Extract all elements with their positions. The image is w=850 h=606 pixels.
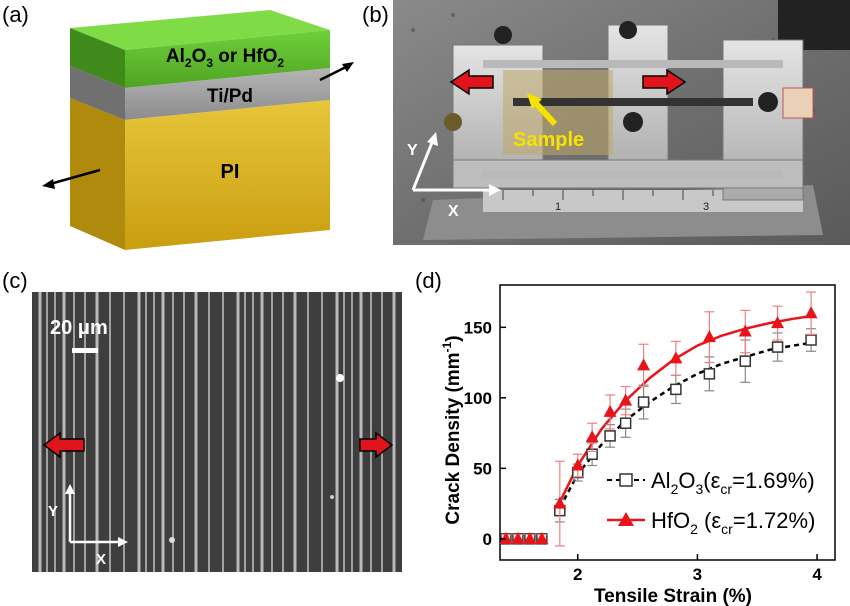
side-bottom xyxy=(70,98,125,250)
layer-stack-diagram: Al2O3 or HfO2 Ti/Pd PI xyxy=(42,10,354,250)
data-point-hfo2 xyxy=(738,324,752,337)
data-point-al2o3 xyxy=(771,341,784,353)
scale-bar-label: 20 μm xyxy=(50,317,108,339)
y-tick-label: 0 xyxy=(483,530,492,549)
sem-micrograph: 20 μm Y X xyxy=(32,292,402,572)
data-point-hfo2 xyxy=(523,531,537,544)
plot-area xyxy=(499,284,836,561)
data-point-hfo2 xyxy=(535,531,549,544)
layer-middle-label: Ti/Pd xyxy=(207,86,253,107)
side-top xyxy=(70,28,125,88)
stretcher-photo: 1 3 Sample Y X xyxy=(393,0,850,245)
y-tick-label: 100 xyxy=(464,389,492,408)
data-point-al2o3 xyxy=(805,334,817,346)
red-arrow-right-icon xyxy=(642,68,687,96)
layer-bottom-label: PI xyxy=(221,161,240,183)
data-point-hfo2 xyxy=(771,316,785,329)
legend-hfo2: HfO2 (εcr=1.72%) xyxy=(651,508,815,537)
data-point-al2o3 xyxy=(670,383,682,396)
fit-line-al2o3 xyxy=(558,341,812,509)
data-point-hfo2 xyxy=(702,330,716,343)
top-face xyxy=(70,10,330,50)
layer-top-label: Al2O3 or HfO2 xyxy=(166,46,285,70)
data-point-hfo2 xyxy=(603,404,617,417)
panel-d-label: (d) xyxy=(415,268,442,293)
layer-middle xyxy=(125,68,330,120)
panel-c-label: (c) xyxy=(2,268,28,293)
data-point-hfo2 xyxy=(499,531,513,544)
data-point-hfo2 xyxy=(669,351,683,364)
data-point-al2o3 xyxy=(619,417,632,429)
ruler-mark-1: 1 xyxy=(555,201,561,213)
data-point-al2o3 xyxy=(604,430,616,442)
y-tick-label: 150 xyxy=(464,318,492,337)
axis-x-label: X xyxy=(448,203,459,220)
data-point-hfo2 xyxy=(511,531,525,544)
chart-legend: Al2O3(εcr=1.69%) HfO2 (εcr=1.72%) xyxy=(607,468,815,537)
chart-ylabel: Crack Density (mm-1) xyxy=(440,335,464,524)
data-point-hfo2 xyxy=(585,430,599,443)
ruler-mark-3: 3 xyxy=(703,201,709,213)
x-tick-label: 3 xyxy=(693,565,702,584)
legend-marker-al2o3 xyxy=(619,473,633,487)
legend-marker-hfo2 xyxy=(618,512,634,526)
fit-line-hfo2 xyxy=(558,314,812,503)
sem-arrow-left-icon xyxy=(42,431,85,459)
panel-b-label: (b) xyxy=(362,2,389,27)
red-arrow-left-icon xyxy=(449,68,494,96)
y-tick-label: 50 xyxy=(473,459,492,478)
layer-bottom xyxy=(125,100,330,250)
sample-label: Sample xyxy=(513,129,584,151)
data-point-al2o3 xyxy=(739,355,752,367)
data-point-al2o3 xyxy=(637,396,650,408)
data-point-hfo2 xyxy=(637,358,651,371)
x-tick-label: 4 xyxy=(812,565,822,584)
axis-y-label: Y xyxy=(407,142,418,159)
layer-top xyxy=(125,30,330,88)
data-point-hfo2 xyxy=(553,496,567,509)
scale-bar xyxy=(72,348,98,353)
x-tick-label: 2 xyxy=(573,565,582,584)
data-point-al2o3 xyxy=(703,368,716,380)
legend-al2o3: Al2O3(εcr=1.69%) xyxy=(651,468,815,497)
crack-density-chart: 2 3 4 0 50 100 150 Tensile Strain (%) Crack De… xyxy=(440,284,836,606)
side-middle xyxy=(70,66,125,120)
data-point-hfo2 xyxy=(619,393,633,406)
data-point-hfo2 xyxy=(571,458,585,471)
data-point-hfo2 xyxy=(804,306,818,319)
panel-a-label: (a) xyxy=(2,2,29,27)
sem-arrow-right-icon xyxy=(359,431,394,459)
sem-axis-x-label: X xyxy=(96,551,106,568)
chart-xlabel: Tensile Strain (%) xyxy=(594,586,752,606)
sem-axis-y-label: Y xyxy=(48,503,58,520)
